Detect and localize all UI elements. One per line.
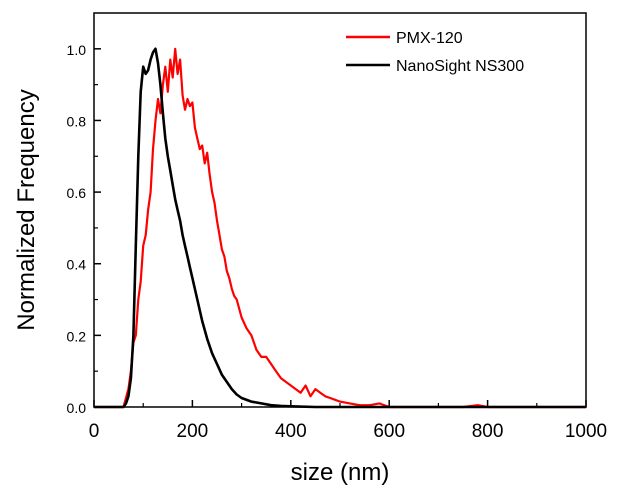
series-layer [94,47,586,409]
y-tick-label: 0.8 [67,113,87,129]
legend-label-pmx-120: PMX-120 [396,30,463,47]
x-tick-label: 1000 [565,421,607,442]
x-axis-title: size (nm) [291,459,390,486]
y-tick-label: 0.0 [67,400,87,416]
y-tick-label: 0.4 [67,257,87,273]
series-line-pmx-120 [94,47,586,409]
x-tick-label: 0 [89,421,100,442]
x-tick-label: 400 [275,421,307,442]
y-tick-label: 0.6 [67,185,87,201]
legend: PMX-120 NanoSight NS300 [346,30,524,75]
y-axis-title: Normalized Frequency [13,89,40,330]
y-tick-label: 0.2 [67,328,87,344]
axis-ticks: 0 200 400 600 800 1000 0.0 0.2 0.4 0.6 0.8 1.0 [67,42,608,442]
y-tick-label: 1.0 [67,42,87,58]
x-tick-label: 800 [472,421,504,442]
series-line-nanosight-ns300 [94,47,586,409]
x-tick-label: 600 [373,421,405,442]
legend-label-nanosight-ns300: NanoSight NS300 [396,58,524,75]
x-tick-label: 200 [177,421,209,442]
